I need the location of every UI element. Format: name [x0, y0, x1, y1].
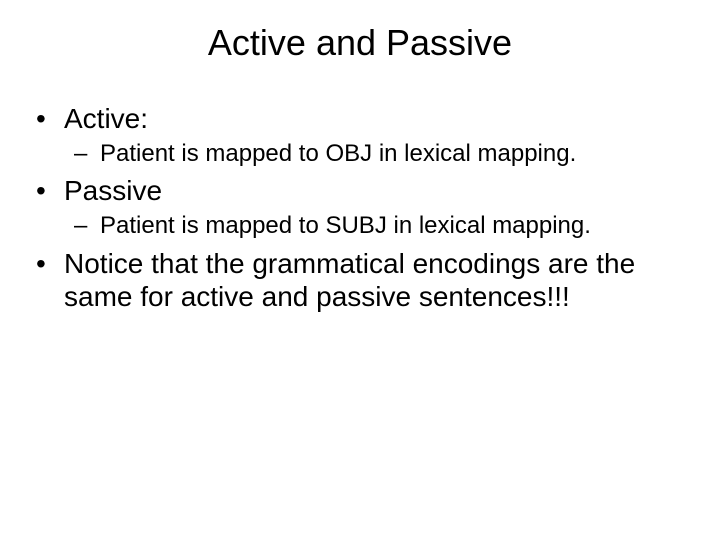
sub-bullet-item: Patient is mapped to SUBJ in lexical map… [64, 211, 690, 240]
slide-content: Active: Patient is mapped to OBJ in lexi… [0, 74, 720, 313]
slide: Active and Passive Active: Patient is ma… [0, 0, 720, 540]
bullet-item-active: Active: Patient is mapped to OBJ in lexi… [30, 102, 690, 168]
sub-bullet-list: Patient is mapped to SUBJ in lexical map… [64, 211, 690, 240]
bullet-label: Passive [64, 175, 162, 206]
bullet-label: Notice that the grammatical encodings ar… [64, 248, 635, 312]
bullet-label: Active: [64, 103, 148, 134]
bullet-item-notice: Notice that the grammatical encodings ar… [30, 247, 690, 313]
sub-bullet-item: Patient is mapped to OBJ in lexical mapp… [64, 139, 690, 168]
bullet-list: Active: Patient is mapped to OBJ in lexi… [30, 102, 690, 313]
slide-title: Active and Passive [0, 0, 720, 74]
sub-bullet-list: Patient is mapped to OBJ in lexical mapp… [64, 139, 690, 168]
bullet-item-passive: Passive Patient is mapped to SUBJ in lex… [30, 174, 690, 240]
